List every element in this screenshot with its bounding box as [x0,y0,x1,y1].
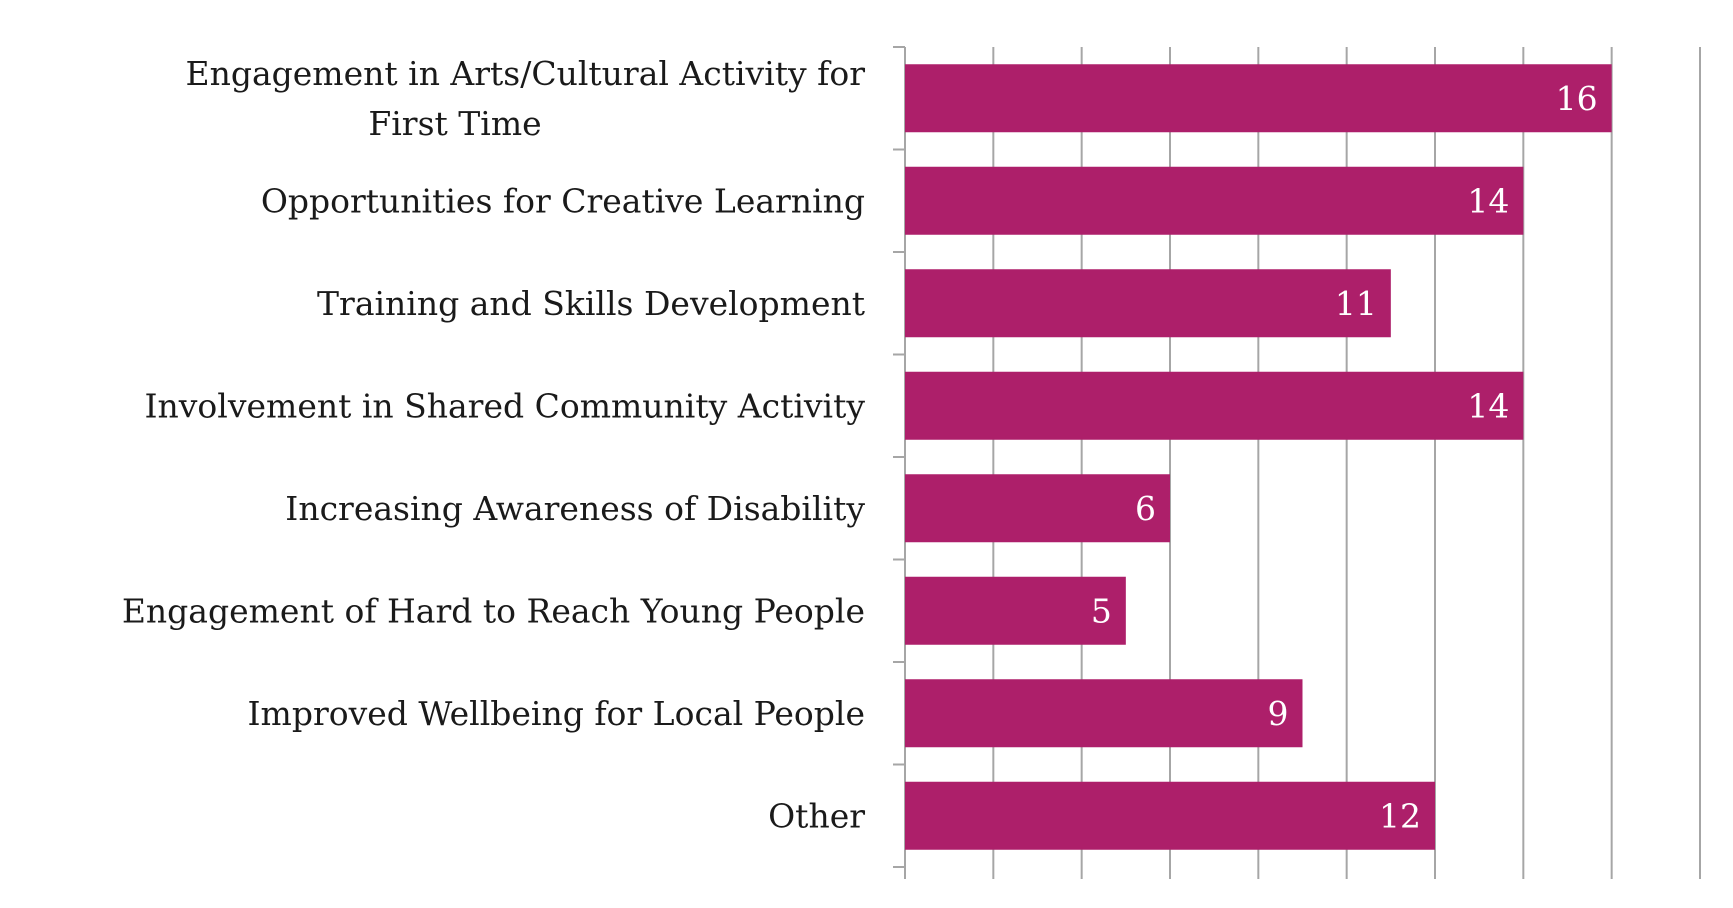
bar [905,371,1524,440]
data-label: 11 [1335,284,1377,323]
data-label: 16 [1556,79,1598,118]
category-label: Involvement in Shared Community Activity [145,386,866,425]
bar [905,781,1435,850]
bar [905,166,1524,235]
category-labels: Engagement in Arts/Cultural Activity for… [122,54,866,836]
category-label: Increasing Awareness of Disability [285,489,865,528]
category-label: Improved Wellbeing for Local People [248,694,865,733]
category-label: Engagement of Hard to Reach Young People [122,591,865,630]
data-label: 9 [1268,694,1289,733]
data-label: 6 [1135,489,1156,528]
data-label: 5 [1091,591,1112,630]
category-label: Engagement in Arts/Cultural Activity for… [186,54,866,143]
data-label: 12 [1379,796,1421,835]
bar [905,64,1612,133]
category-axis [893,46,906,879]
category-label: Opportunities for Creative Learning [261,181,865,220]
bar [905,576,1126,645]
bar [905,474,1170,543]
bar [905,679,1303,748]
category-label: Training and Skills Development [317,284,865,323]
data-labels: 16 14 11 14 6 5 9 12 [1091,79,1598,836]
category-label: Other [768,796,865,835]
data-label: 14 [1467,386,1509,425]
bar [905,269,1391,338]
data-label: 14 [1467,181,1509,220]
bar-series [905,64,1612,850]
